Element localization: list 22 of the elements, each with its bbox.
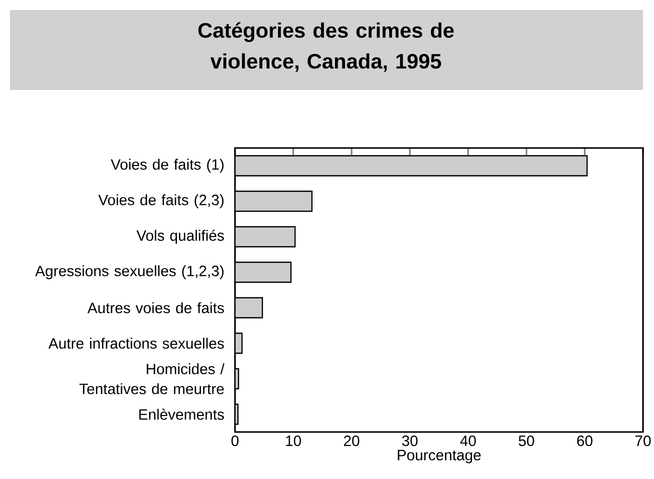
x-tick-label: 20 [344, 436, 360, 446]
y-tick-label: Voies de faits (1) [110, 158, 224, 173]
x-tick-label: 40 [460, 436, 476, 446]
y-tick-label: Homicides / Tentatives de meurtre [79, 363, 224, 394]
x-tick-label: 60 [577, 436, 592, 446]
y-tick-label: Autres voies de faits [87, 302, 224, 314]
bar [235, 155, 588, 176]
y-tick-label: Enlèvements [139, 408, 224, 420]
bar [235, 190, 313, 212]
x-tick-label: 30 [402, 436, 418, 446]
x-tick-label: 70 [635, 436, 651, 446]
y-tick-label: Agressions sexuelles (1,2,3) [35, 265, 224, 280]
bar [235, 262, 292, 283]
x-tick-label: 50 [518, 436, 534, 446]
x-axis-title: Pourcentage [398, 450, 481, 464]
x-tick-label: 10 [286, 436, 302, 446]
x-tick-label: 0 [231, 436, 239, 446]
y-tick-label: Autre infractions sexuelles [48, 338, 224, 349]
bar [235, 226, 296, 248]
y-tick-label: Voies de faits (2,3) [98, 194, 224, 208]
chart-title: Catégories des crimes de violence, Canada, 1995 [198, 22, 454, 72]
y-tick-label: Vols qualifiés [136, 230, 224, 244]
